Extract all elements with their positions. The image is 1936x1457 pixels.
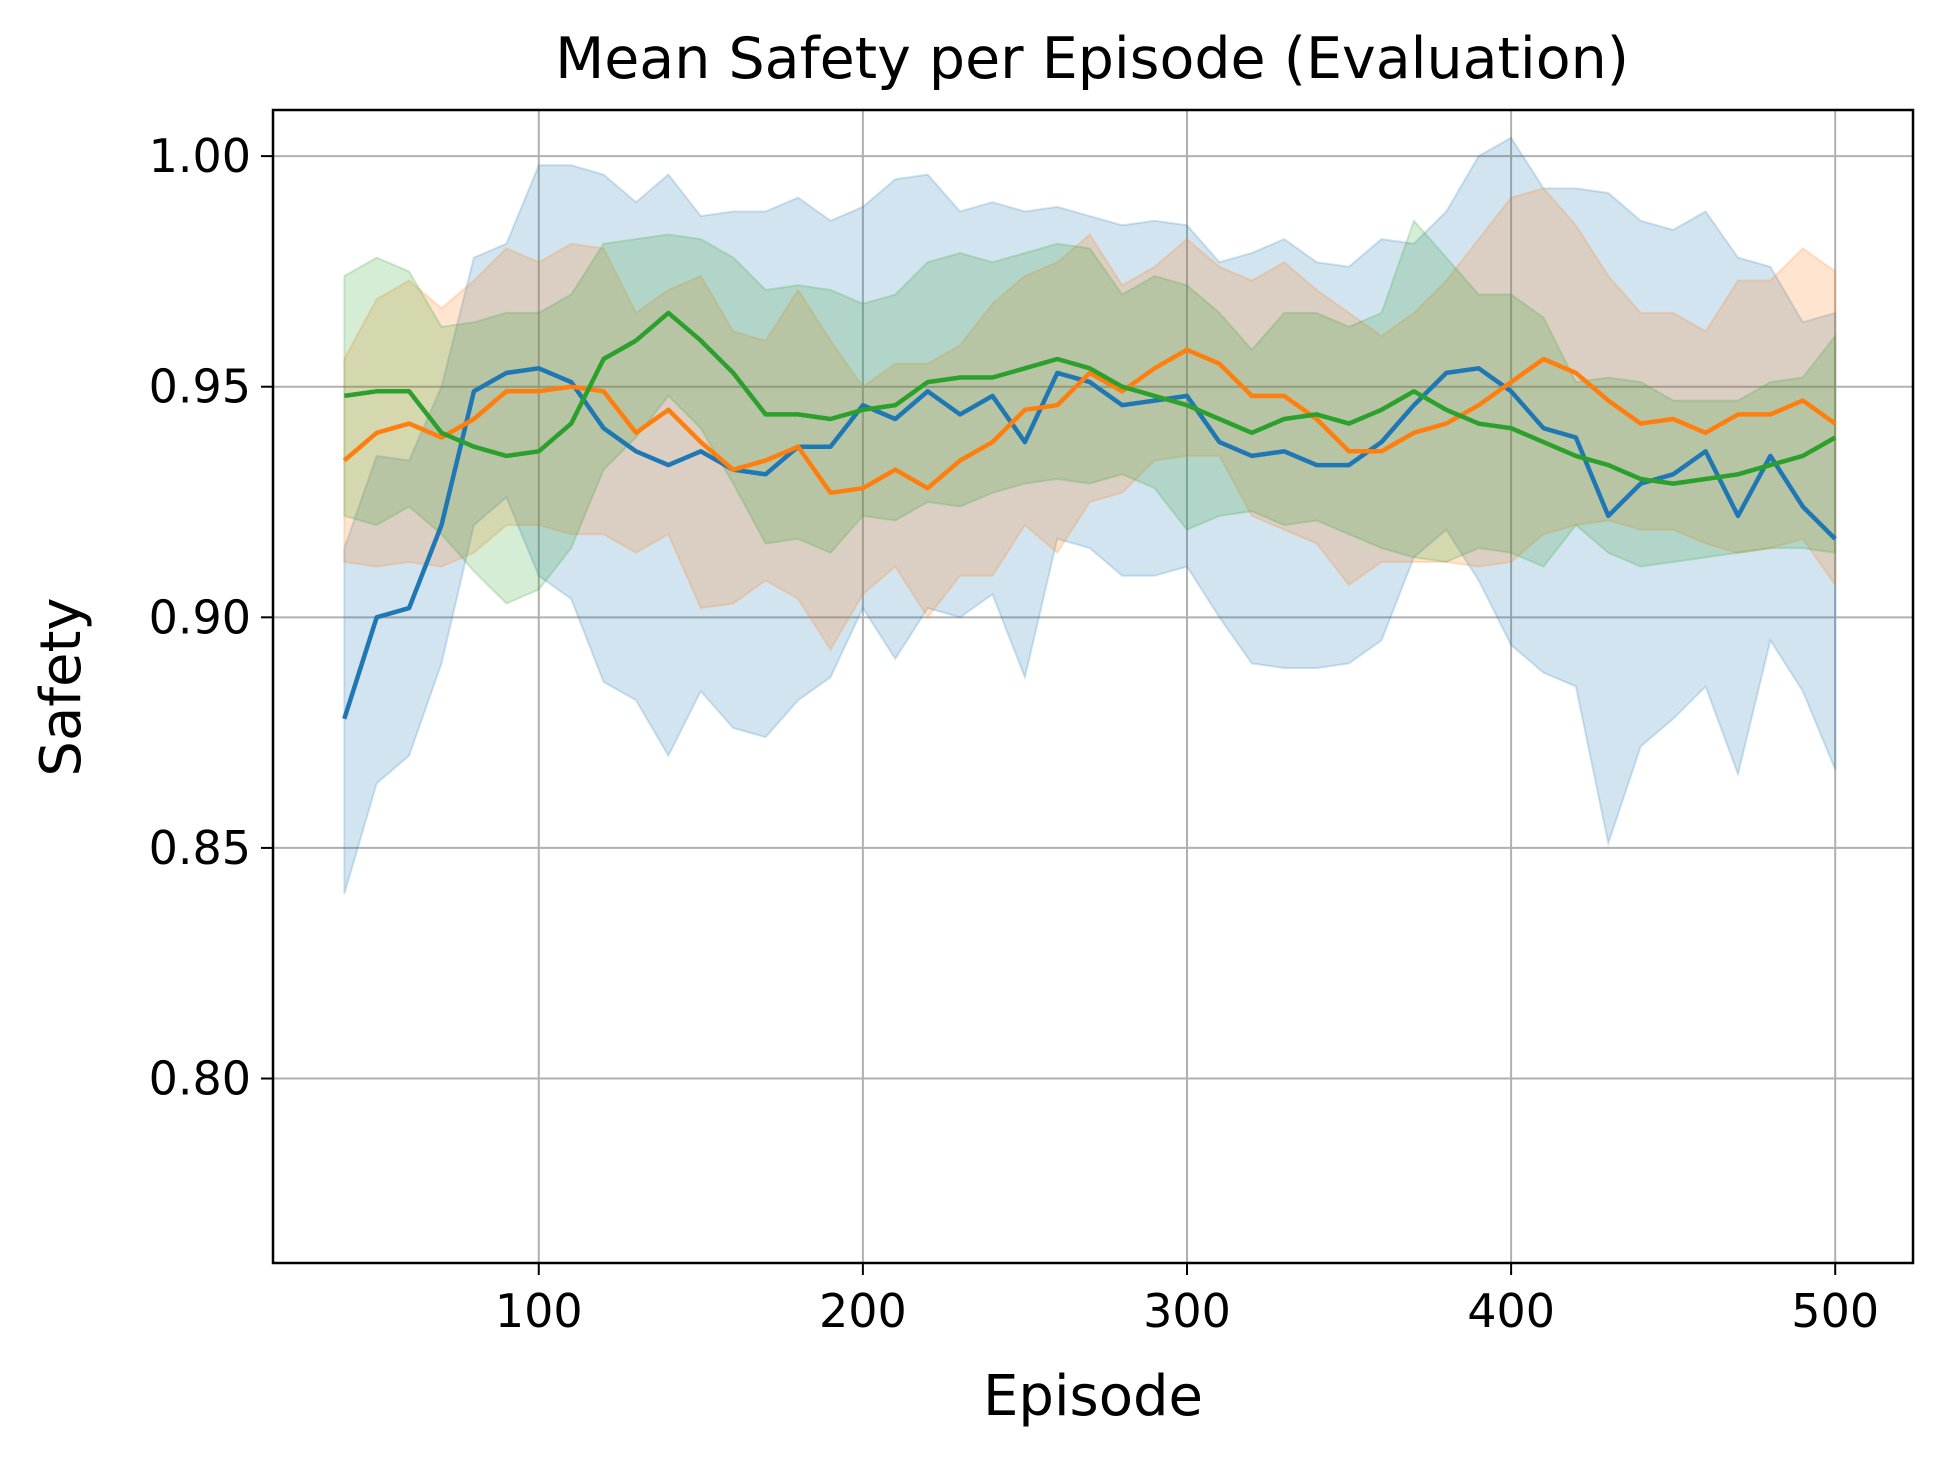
axis-ticks: 100 200 300 400 500 0.80 0.85 0.90 0.95 1.00 bbox=[149, 129, 1880, 1338]
y-axis-label: Safety bbox=[29, 597, 94, 776]
x-tick-label: 400 bbox=[1467, 1284, 1555, 1338]
x-tick-label: 200 bbox=[819, 1284, 907, 1338]
chart-title: Mean Safety per Episode (Evaluation) bbox=[555, 26, 1629, 92]
y-tick-label: 0.85 bbox=[149, 821, 251, 875]
y-tick-label: 1.00 bbox=[149, 129, 251, 183]
band-series-1 bbox=[343, 136, 1837, 895]
series-lines bbox=[342, 310, 1837, 720]
y-tick-label: 0.95 bbox=[149, 360, 251, 414]
band-series-2 bbox=[343, 187, 1837, 652]
x-tick-label: 300 bbox=[1143, 1284, 1231, 1338]
x-axis-label: Episode bbox=[983, 1364, 1203, 1429]
x-tick-label: 100 bbox=[495, 1284, 583, 1338]
confidence-bands bbox=[343, 136, 1837, 895]
line-series-1 bbox=[342, 366, 1837, 720]
y-tick-label: 0.80 bbox=[149, 1052, 251, 1106]
line-series-2 bbox=[342, 347, 1837, 496]
line-series-3 bbox=[343, 310, 1837, 486]
y-tick-label: 0.90 bbox=[149, 590, 251, 644]
band-series-3 bbox=[343, 218, 1837, 605]
plot-frame bbox=[271, 108, 1915, 1265]
x-tick-label: 500 bbox=[1791, 1284, 1879, 1338]
